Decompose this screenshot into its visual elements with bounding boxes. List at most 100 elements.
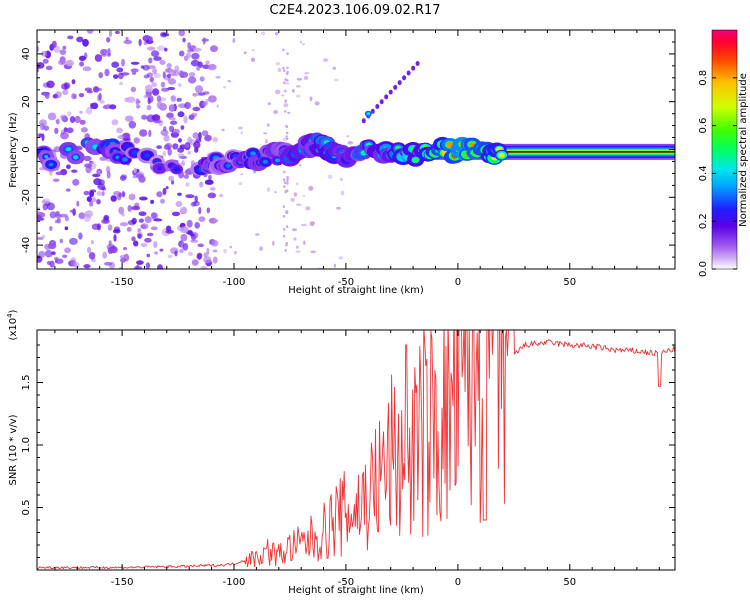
noise-blob bbox=[89, 102, 94, 109]
noise-blob bbox=[59, 213, 68, 218]
noise-blob bbox=[121, 191, 126, 198]
noise-blob bbox=[42, 58, 49, 64]
noise-blob bbox=[290, 197, 295, 202]
noise-blob bbox=[203, 256, 212, 264]
noise-blob bbox=[198, 206, 202, 215]
noise-blob bbox=[54, 127, 59, 134]
noise-blob bbox=[99, 100, 105, 104]
noise-blob bbox=[327, 174, 333, 180]
noise-blob bbox=[66, 164, 71, 169]
noise-blob bbox=[177, 192, 182, 196]
noise-blob bbox=[293, 237, 297, 241]
noise-blob bbox=[189, 239, 199, 243]
noise-blob bbox=[238, 126, 243, 130]
noise-blob bbox=[131, 71, 137, 76]
colorbar: 0.0 0.2 0.4 0.6 0.8 Normalized spectral ampl… bbox=[698, 29, 749, 277]
noise-blob bbox=[137, 228, 142, 233]
noise-blob bbox=[144, 237, 152, 243]
noise-blob bbox=[135, 264, 140, 269]
noise-blob bbox=[182, 37, 186, 43]
noise-blob bbox=[284, 82, 290, 85]
noise-blob bbox=[150, 199, 155, 204]
noise-blob bbox=[208, 174, 212, 181]
noise-blob bbox=[146, 232, 154, 237]
noise-blob bbox=[296, 203, 302, 206]
noise-blob bbox=[67, 35, 74, 40]
noise-blob bbox=[219, 193, 224, 198]
ridge-blob bbox=[412, 157, 419, 162]
noise-blob bbox=[111, 119, 119, 126]
noise-blob bbox=[37, 236, 44, 240]
noise-blob bbox=[286, 72, 289, 76]
noise-blob bbox=[167, 86, 176, 91]
noise-blob bbox=[347, 140, 354, 145]
noise-blob bbox=[123, 39, 133, 45]
noise-blob bbox=[263, 132, 268, 135]
spectrogram-ytick-label: -40 bbox=[21, 237, 32, 253]
noise-blob bbox=[185, 182, 190, 187]
spectrogram-xtick-label: -50 bbox=[338, 277, 354, 288]
noise-blob bbox=[284, 100, 287, 103]
noise-blob bbox=[186, 52, 191, 59]
noise-blob bbox=[133, 137, 140, 144]
noise-blob bbox=[62, 254, 68, 258]
noise-blob bbox=[84, 163, 93, 168]
noise-blob bbox=[121, 58, 125, 67]
noise-blob bbox=[215, 75, 221, 79]
noise-blob bbox=[47, 112, 57, 121]
noise-blob bbox=[296, 94, 301, 98]
noise-blob bbox=[113, 234, 117, 242]
noise-blob bbox=[37, 62, 45, 69]
noise-blob bbox=[84, 52, 88, 59]
snr-plot-area bbox=[37, 330, 675, 570]
noise-blob bbox=[52, 178, 60, 182]
noise-blob bbox=[64, 247, 71, 254]
noise-blob bbox=[282, 205, 285, 209]
ridge-blob bbox=[157, 166, 162, 170]
noise-blob bbox=[200, 265, 207, 269]
noise-blob bbox=[101, 49, 109, 54]
noise-blob bbox=[187, 76, 197, 84]
ridge-blob bbox=[173, 166, 181, 173]
noise-blob bbox=[305, 206, 311, 211]
noise-blob bbox=[193, 47, 202, 52]
noise-blob bbox=[153, 218, 163, 222]
noise-blob bbox=[144, 216, 152, 224]
snr-scale-label: (x104) bbox=[6, 309, 19, 340]
noise-blob bbox=[251, 49, 255, 52]
noise-blob bbox=[37, 212, 46, 218]
noise-blob bbox=[283, 181, 287, 185]
spectrogram-xlabel: Height of straight line (km) bbox=[288, 285, 424, 296]
noise-blob bbox=[135, 173, 144, 179]
noise-blob bbox=[211, 240, 219, 247]
noise-blob bbox=[188, 72, 196, 78]
noise-blob bbox=[180, 226, 189, 234]
spectrogram-y-ticks: -40 -20 0 20 40 bbox=[21, 29, 675, 270]
noise-blob bbox=[103, 214, 110, 221]
noise-blob bbox=[43, 125, 50, 131]
noise-blob bbox=[172, 69, 179, 77]
noise-blob bbox=[160, 129, 169, 136]
noise-blob bbox=[168, 125, 175, 132]
noise-blob bbox=[147, 97, 151, 105]
harmonic-blob bbox=[411, 65, 416, 71]
noise-blob bbox=[295, 85, 301, 88]
noise-blob bbox=[141, 114, 148, 120]
noise-blob bbox=[90, 240, 94, 245]
noise-blob bbox=[83, 155, 92, 162]
noise-blob bbox=[159, 60, 166, 65]
noise-blob bbox=[163, 134, 170, 142]
noise-blob bbox=[203, 252, 208, 258]
noise-blob bbox=[79, 119, 86, 125]
noise-blob bbox=[139, 196, 148, 201]
noise-blob bbox=[286, 52, 289, 56]
noise-blob bbox=[165, 225, 172, 232]
snr-x-ticks: -150 -100 -50 0 50 bbox=[54, 330, 660, 588]
snr-xlabel: Height of straight line (km) bbox=[288, 585, 424, 596]
noise-blob bbox=[149, 36, 153, 42]
noise-blob bbox=[160, 81, 166, 88]
noise-blob bbox=[49, 226, 53, 231]
noise-blob bbox=[130, 68, 139, 73]
noise-blob bbox=[163, 144, 171, 151]
